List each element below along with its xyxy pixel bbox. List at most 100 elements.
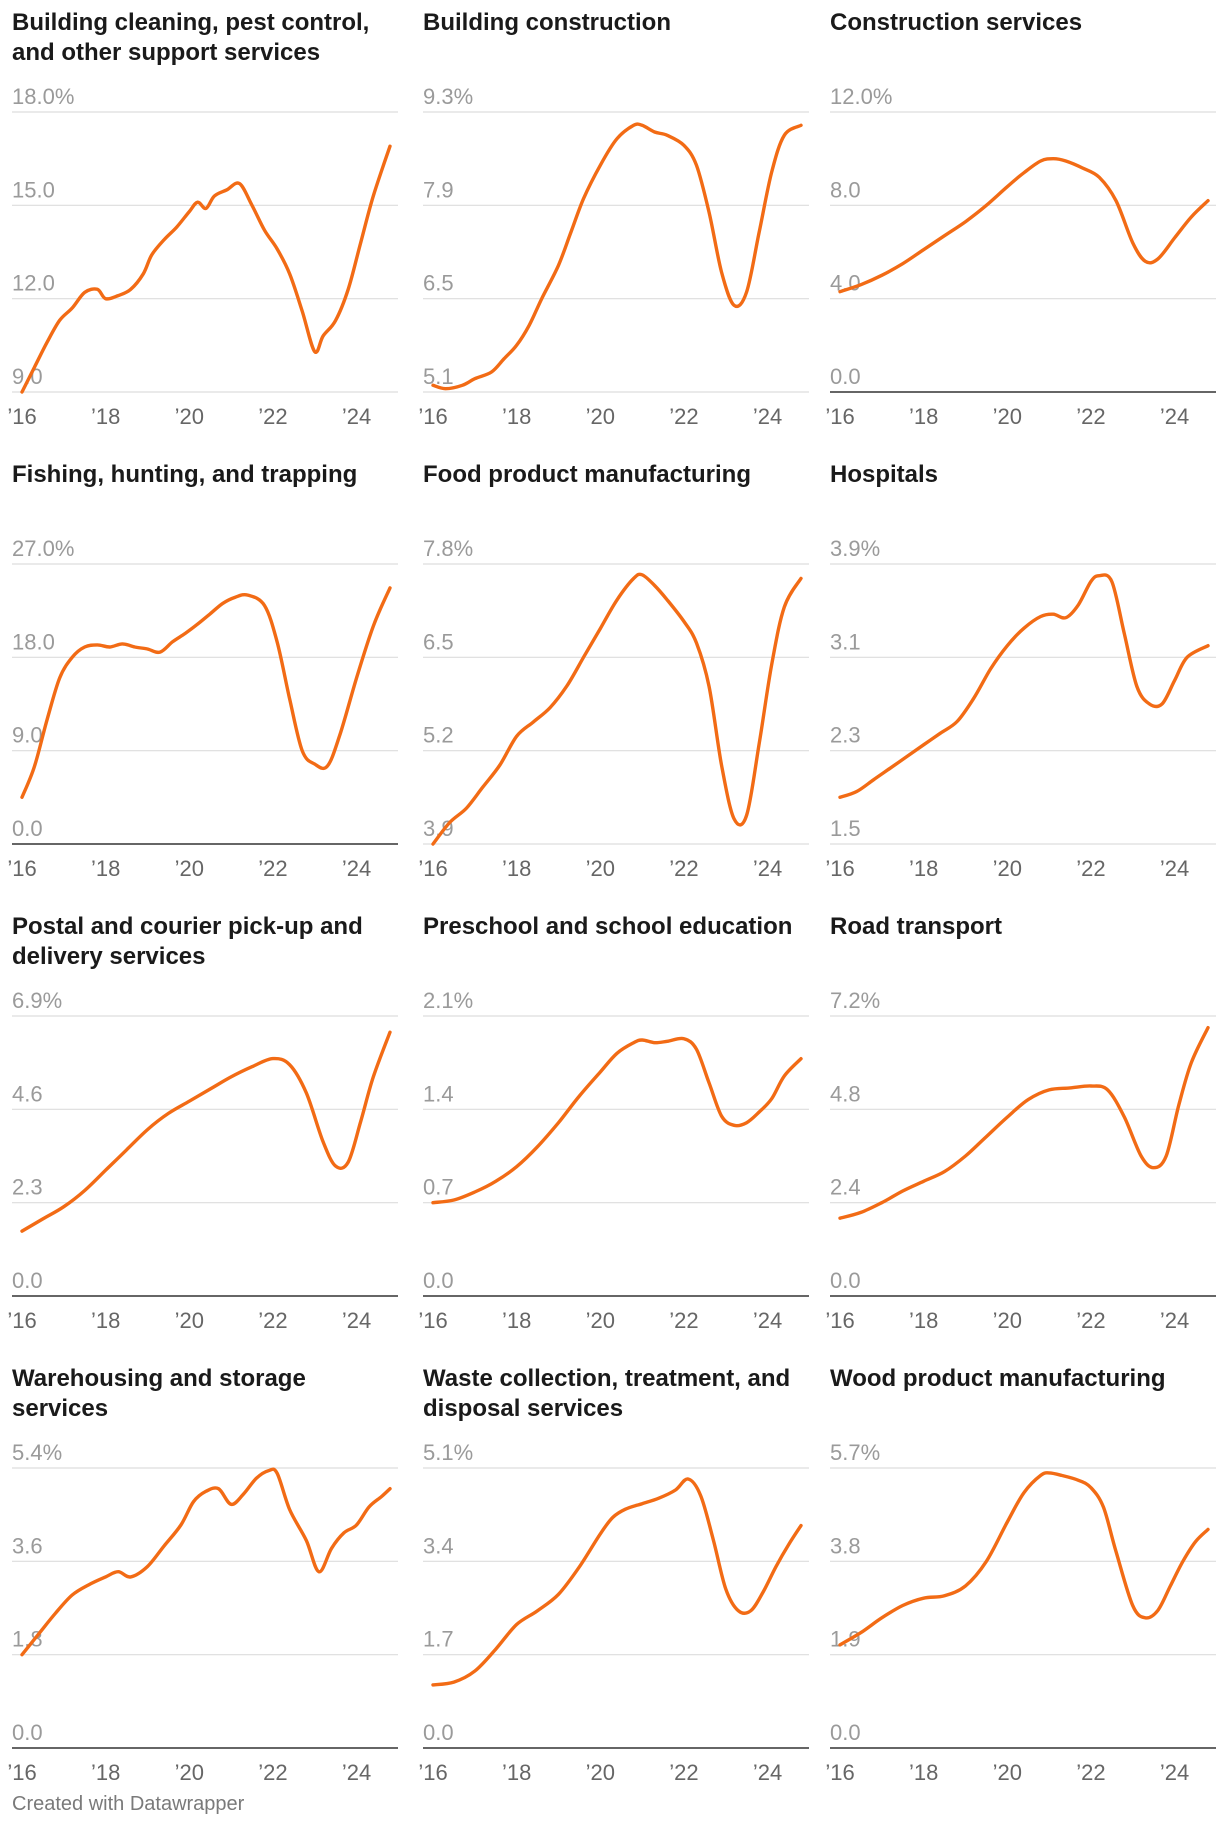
chart-title: Waste collection, treatment, and disposa…: [423, 1365, 791, 1422]
chart-title: Building construction: [423, 9, 671, 36]
x-tick-label: ’18: [502, 1760, 531, 1785]
series-line: [838, 1471, 1210, 1647]
chart-title: Warehousing and storage services: [12, 1365, 306, 1422]
x-tick-label: ’20: [993, 404, 1022, 429]
y-tick-label: 3.4: [423, 1533, 454, 1558]
y-tick-label: 0.0: [830, 1268, 861, 1293]
x-tick-label: ’22: [669, 856, 698, 881]
chart-title: Food product manufacturing: [423, 461, 751, 488]
x-tick-label: ’24: [1160, 1308, 1189, 1333]
y-tick-label: 1.5: [830, 816, 861, 841]
chart-svg: 5.7% 3.8 1.9 0.0 ’16 ’18 ’20 ’22 ’24: [825, 1440, 1216, 1785]
y-tick-label: 7.9: [423, 177, 454, 202]
x-tick-label: ’22: [1076, 404, 1105, 429]
x-tick-label: ’22: [1076, 856, 1105, 881]
x-tick-label: ’20: [586, 856, 615, 881]
chart-svg: 5.4%3.61.80.0’16’18’20’22’24: [7, 1440, 398, 1785]
x-tick-label: ’24: [342, 856, 371, 881]
y-tick-label: 0.0: [830, 1720, 861, 1745]
series-line: [838, 573, 1210, 799]
x-tick-label: ’18: [502, 404, 531, 429]
footer-credit: Created with Datawrapper: [12, 1793, 245, 1815]
x-tick-label: ’22: [258, 1760, 287, 1785]
x-tick-label: ’18: [91, 404, 120, 429]
series-line: [431, 1036, 803, 1205]
y-tick-label: 3.6: [12, 1533, 43, 1558]
x-tick-label: ’20: [175, 856, 204, 881]
chart-panel: Wood product manufacturing 5.7% 3.8 1.9 0.0 ’…: [825, 1356, 1220, 1806]
x-tick-label: ’18: [91, 856, 120, 881]
y-tick-label: 2.3: [830, 723, 861, 748]
y-tick-label: 0.7: [423, 1175, 454, 1200]
x-tick-label: ’24: [342, 404, 371, 429]
y-tick-label: 2.1%: [423, 988, 473, 1013]
y-tick-label: 0.0: [830, 364, 861, 389]
chart-panel: Building construction 9.3% 7.9 6.5 5.1 ’16 ’18…: [418, 0, 823, 450]
x-tick-label: ’24: [1160, 856, 1189, 881]
chart-svg: 2.1% 1.4 0.7 0.0 ’16 ’18 ’20 ’22 ’24: [418, 988, 809, 1333]
y-tick-label: 4.0: [830, 271, 861, 296]
x-tick-label: ’24: [1160, 404, 1189, 429]
y-tick-label: 6.5: [423, 629, 454, 654]
x-tick-label: ’22: [258, 404, 287, 429]
y-tick-label: 0.0: [12, 816, 43, 841]
x-tick-label: ’22: [669, 1760, 698, 1785]
chart-panel: Road transport 7.2% 4.8 2.4 0.0 ’16 ’18 ’20 ’22 ’…: [825, 904, 1220, 1354]
series-line: [20, 1467, 392, 1657]
x-tick-label: ’20: [175, 1308, 204, 1333]
y-tick-label: 5.4%: [12, 1440, 62, 1465]
series-line: [20, 1030, 392, 1233]
x-tick-label: ’22: [1076, 1308, 1105, 1333]
x-tick-label: ’22: [258, 1308, 287, 1333]
x-tick-label: ’24: [342, 1760, 371, 1785]
chart-svg: 5.1% 3.4 1.7 0.0 ’16 ’18 ’20 ’22 ’24: [418, 1440, 809, 1785]
chart-svg: 27.0% 18.0 9.0 0.0 ’16 ’18 ’20 ’22 ’24: [7, 536, 398, 881]
chart-panel: Waste collection, treatment, and disposa…: [418, 1356, 823, 1806]
x-tick-label: ’16: [7, 404, 36, 429]
y-tick-label: 5.1%: [423, 1440, 473, 1465]
y-tick-label: 15.0: [12, 177, 55, 202]
y-tick-label: 7.8%: [423, 536, 473, 561]
series-line: [838, 157, 1210, 294]
x-tick-label: ’18: [91, 1760, 120, 1785]
y-tick-label: 27.0%: [12, 536, 74, 561]
x-tick-label: ’24: [342, 1308, 371, 1333]
series-line: [431, 1477, 803, 1687]
chart-title: Fishing, hunting, and trapping: [12, 461, 358, 488]
series-line: [20, 144, 392, 394]
x-tick-label: ’24: [753, 856, 782, 881]
chart-panel: Preschool and school education 2.1% 1.4 0.7…: [418, 904, 823, 1354]
y-tick-label: 0.0: [423, 1720, 454, 1745]
x-tick-label: ’20: [586, 1308, 615, 1333]
y-tick-label: 2.3: [12, 1175, 43, 1200]
x-tick-label: ’24: [753, 1308, 782, 1333]
y-tick-label: 1.4: [423, 1081, 454, 1106]
x-tick-label: ’16: [7, 1760, 36, 1785]
x-tick-label: ’20: [993, 856, 1022, 881]
y-tick-label: 0.0: [423, 1268, 454, 1293]
x-tick-label: ’22: [669, 404, 698, 429]
x-tick-label: ’16: [825, 404, 854, 429]
y-tick-label: 4.8: [830, 1081, 861, 1106]
x-tick-label: ’24: [753, 1760, 782, 1785]
x-tick-label: ’16: [7, 1308, 36, 1333]
y-tick-label: 3.8: [830, 1533, 861, 1558]
chart-svg: 7.8%6.55.23.9’16’18’20’22’24: [418, 536, 809, 881]
chart-panel: Building cleaning, pest control, and oth…: [7, 0, 412, 450]
y-tick-label: 4.6: [12, 1081, 43, 1106]
y-tick-label: 9.3%: [423, 84, 473, 109]
series-line: [431, 572, 803, 846]
x-tick-label: ’18: [502, 1308, 531, 1333]
y-tick-label: 18.0%: [12, 84, 74, 109]
x-tick-label: ’16: [418, 1760, 447, 1785]
y-tick-label: 1.9: [830, 1627, 861, 1652]
chart-panel: Fishing, hunting, and trapping 27.0% 18.0 9…: [7, 452, 412, 902]
x-tick-label: ’20: [175, 404, 204, 429]
x-tick-label: ’20: [993, 1308, 1022, 1333]
y-tick-label: 3.9%: [830, 536, 880, 561]
x-tick-label: ’20: [586, 404, 615, 429]
x-tick-label: ’22: [669, 1308, 698, 1333]
chart-panel: Postal and courier pick-up and delivery …: [7, 904, 412, 1354]
x-tick-label: ’24: [1160, 1760, 1189, 1785]
x-tick-label: ’18: [909, 1308, 938, 1333]
